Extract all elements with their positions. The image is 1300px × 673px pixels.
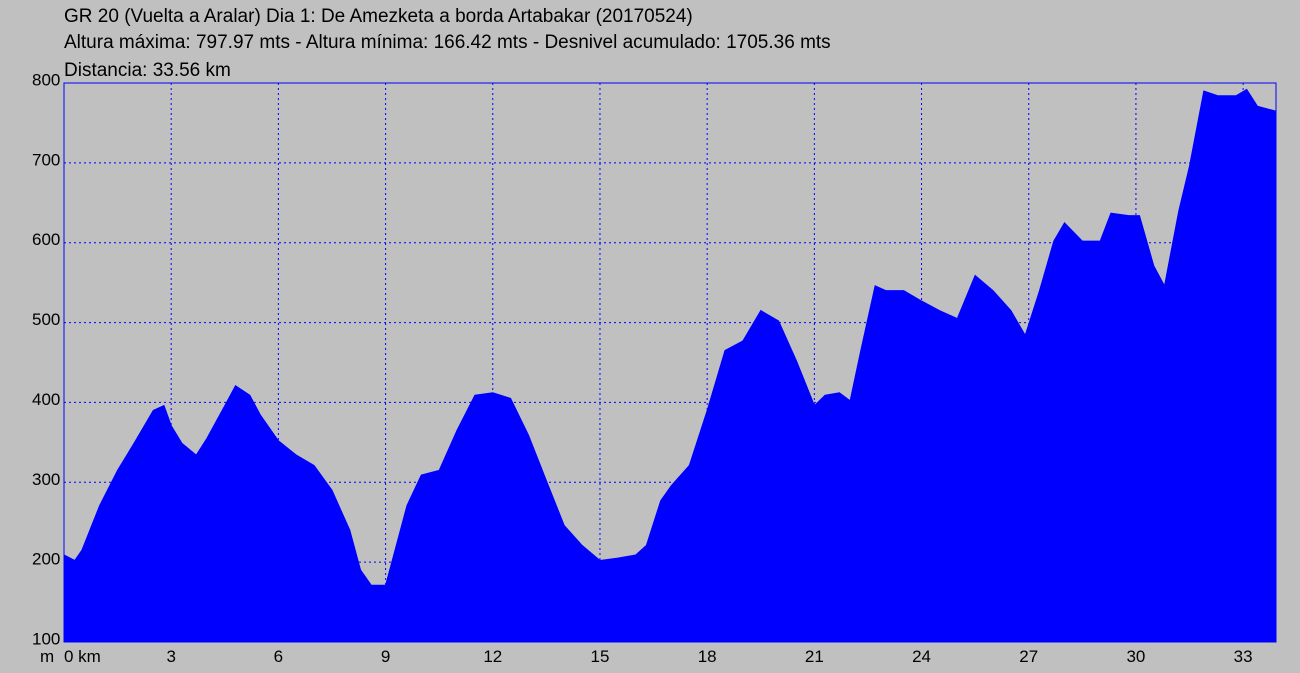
x-tick-label: 12 [483, 647, 502, 666]
y-tick-label: 300 [32, 470, 60, 489]
x-tick-label: 24 [912, 647, 931, 666]
y-tick-label: 500 [32, 310, 60, 329]
chart-subtitle: Altura máxima: 797.97 mts - Altura mínim… [64, 32, 831, 53]
x-tick-label: 27 [1019, 647, 1038, 666]
x-tick-label: 15 [591, 647, 610, 666]
x-tick-label: 6 [274, 647, 283, 666]
x-tick-label: 0 km [64, 647, 101, 666]
y-unit-label: m [40, 647, 54, 666]
y-tick-label: 200 [32, 550, 60, 569]
y-tick-label: 400 [32, 390, 60, 409]
y-tick-label: 600 [32, 230, 60, 249]
x-tick-label: 9 [381, 647, 390, 666]
y-tick-label: 700 [32, 150, 60, 169]
plot-border [63, 82, 1277, 643]
distance-label: Distancia: 33.56 km [64, 60, 231, 81]
x-tick-label: 33 [1234, 647, 1253, 666]
y-tick-label: 100 [32, 629, 60, 648]
elevation-area [63, 88, 1276, 643]
x-tick-label: 18 [698, 647, 717, 666]
x-tick-label: 3 [166, 647, 175, 666]
x-tick-label: 30 [1126, 647, 1145, 666]
x-tick-label: 21 [805, 647, 824, 666]
chart-title: GR 20 (Vuelta a Aralar) Dia 1: De Amezke… [64, 6, 693, 27]
y-tick-label: 800 [32, 70, 60, 89]
